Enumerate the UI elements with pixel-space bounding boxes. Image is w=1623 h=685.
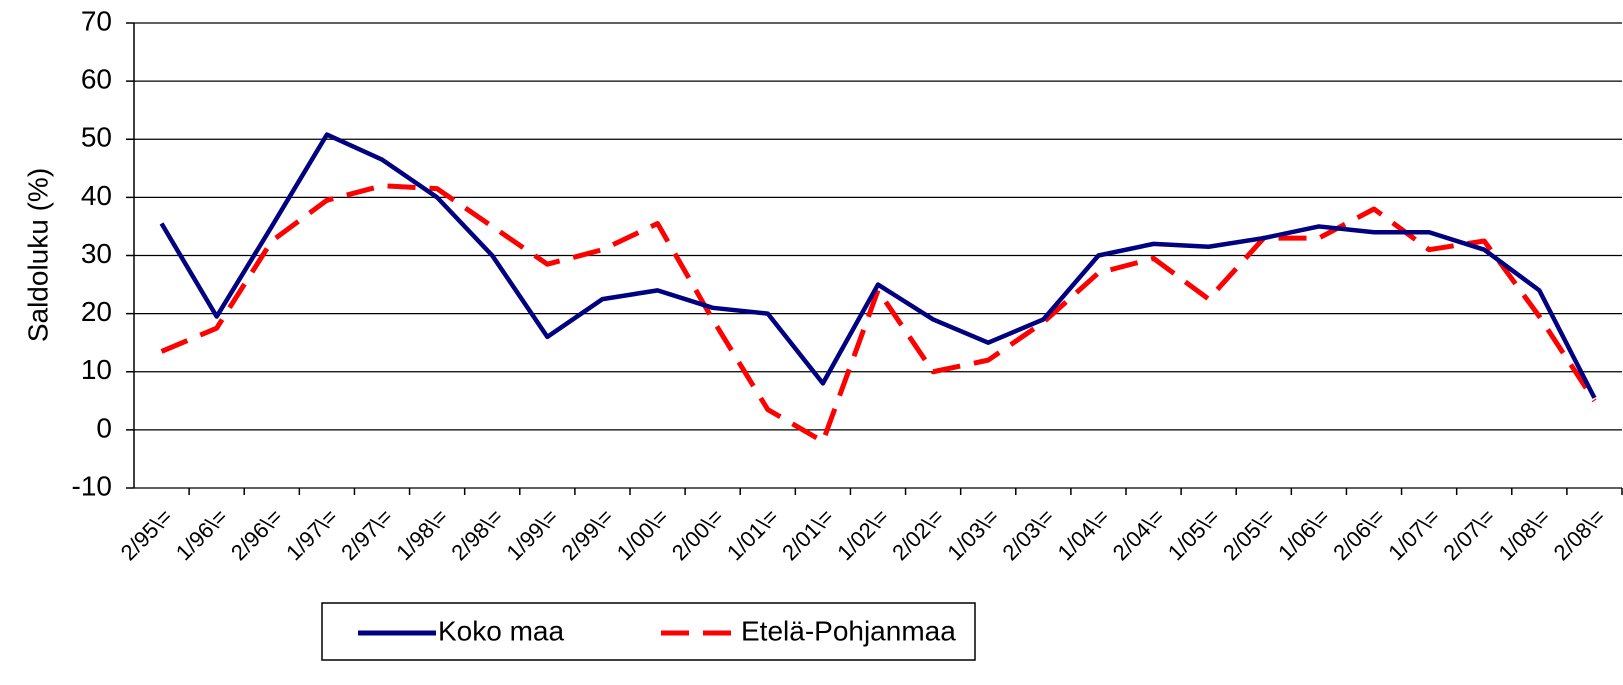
y-tick-label: 0	[96, 412, 112, 443]
x-tick-label: 1/04\=	[1053, 504, 1114, 565]
x-tick-label: 1/08\=	[1494, 504, 1555, 565]
x-tick-label: 2/05\=	[1218, 504, 1279, 565]
y-axis-label: Saldoluku (%)	[22, 168, 53, 342]
y-tick-label: 40	[81, 180, 112, 211]
y-tick-label: 30	[81, 238, 112, 269]
y-tick-label: 50	[81, 122, 112, 153]
x-tick-label: 2/04\=	[1108, 504, 1169, 565]
x-tick-label: 2/00\=	[667, 504, 728, 565]
x-tick-label: 1/99\=	[502, 504, 563, 565]
legend-label: Etelä-Pohjanmaa	[741, 615, 956, 646]
x-tick-label: 2/02\=	[887, 504, 948, 565]
x-tick-label: 1/97\=	[281, 504, 342, 565]
legend-label: Koko maa	[438, 615, 564, 646]
x-tick-label: 2/06\=	[1328, 504, 1389, 565]
x-tick-label: 2/07\=	[1438, 504, 1499, 565]
x-tick-label: 2/03\=	[998, 504, 1059, 565]
x-tick-label: 1/00\=	[612, 504, 673, 565]
y-tick-label: 20	[81, 296, 112, 327]
x-tick-label: 1/07\=	[1383, 504, 1444, 565]
x-tick-label: 1/03\=	[942, 504, 1003, 565]
y-tick-label: 10	[81, 354, 112, 385]
x-tick-label: 1/05\=	[1163, 504, 1224, 565]
x-tick-label: 1/02\=	[832, 504, 893, 565]
line-series	[159, 132, 1597, 399]
x-tick-label: 2/97\=	[336, 504, 397, 565]
line-series	[160, 183, 1597, 444]
x-tick-label: 1/06\=	[1273, 504, 1334, 565]
x-tick-label: 2/99\=	[557, 504, 618, 565]
x-tick-label: 2/08\=	[1549, 504, 1610, 565]
y-tick-label: 60	[81, 64, 112, 95]
x-tick-label: 2/01\=	[777, 504, 838, 565]
y-tick-label: -10	[72, 470, 112, 501]
y-tick-label: 70	[81, 5, 112, 36]
x-tick-label: 1/98\=	[391, 504, 452, 565]
x-tick-label: 2/95\=	[116, 504, 177, 565]
x-tick-label: 1/96\=	[171, 504, 232, 565]
x-tick-label: 2/96\=	[226, 504, 287, 565]
x-tick-label: 2/98\=	[446, 504, 507, 565]
x-tick-label: 1/01\=	[722, 504, 783, 565]
